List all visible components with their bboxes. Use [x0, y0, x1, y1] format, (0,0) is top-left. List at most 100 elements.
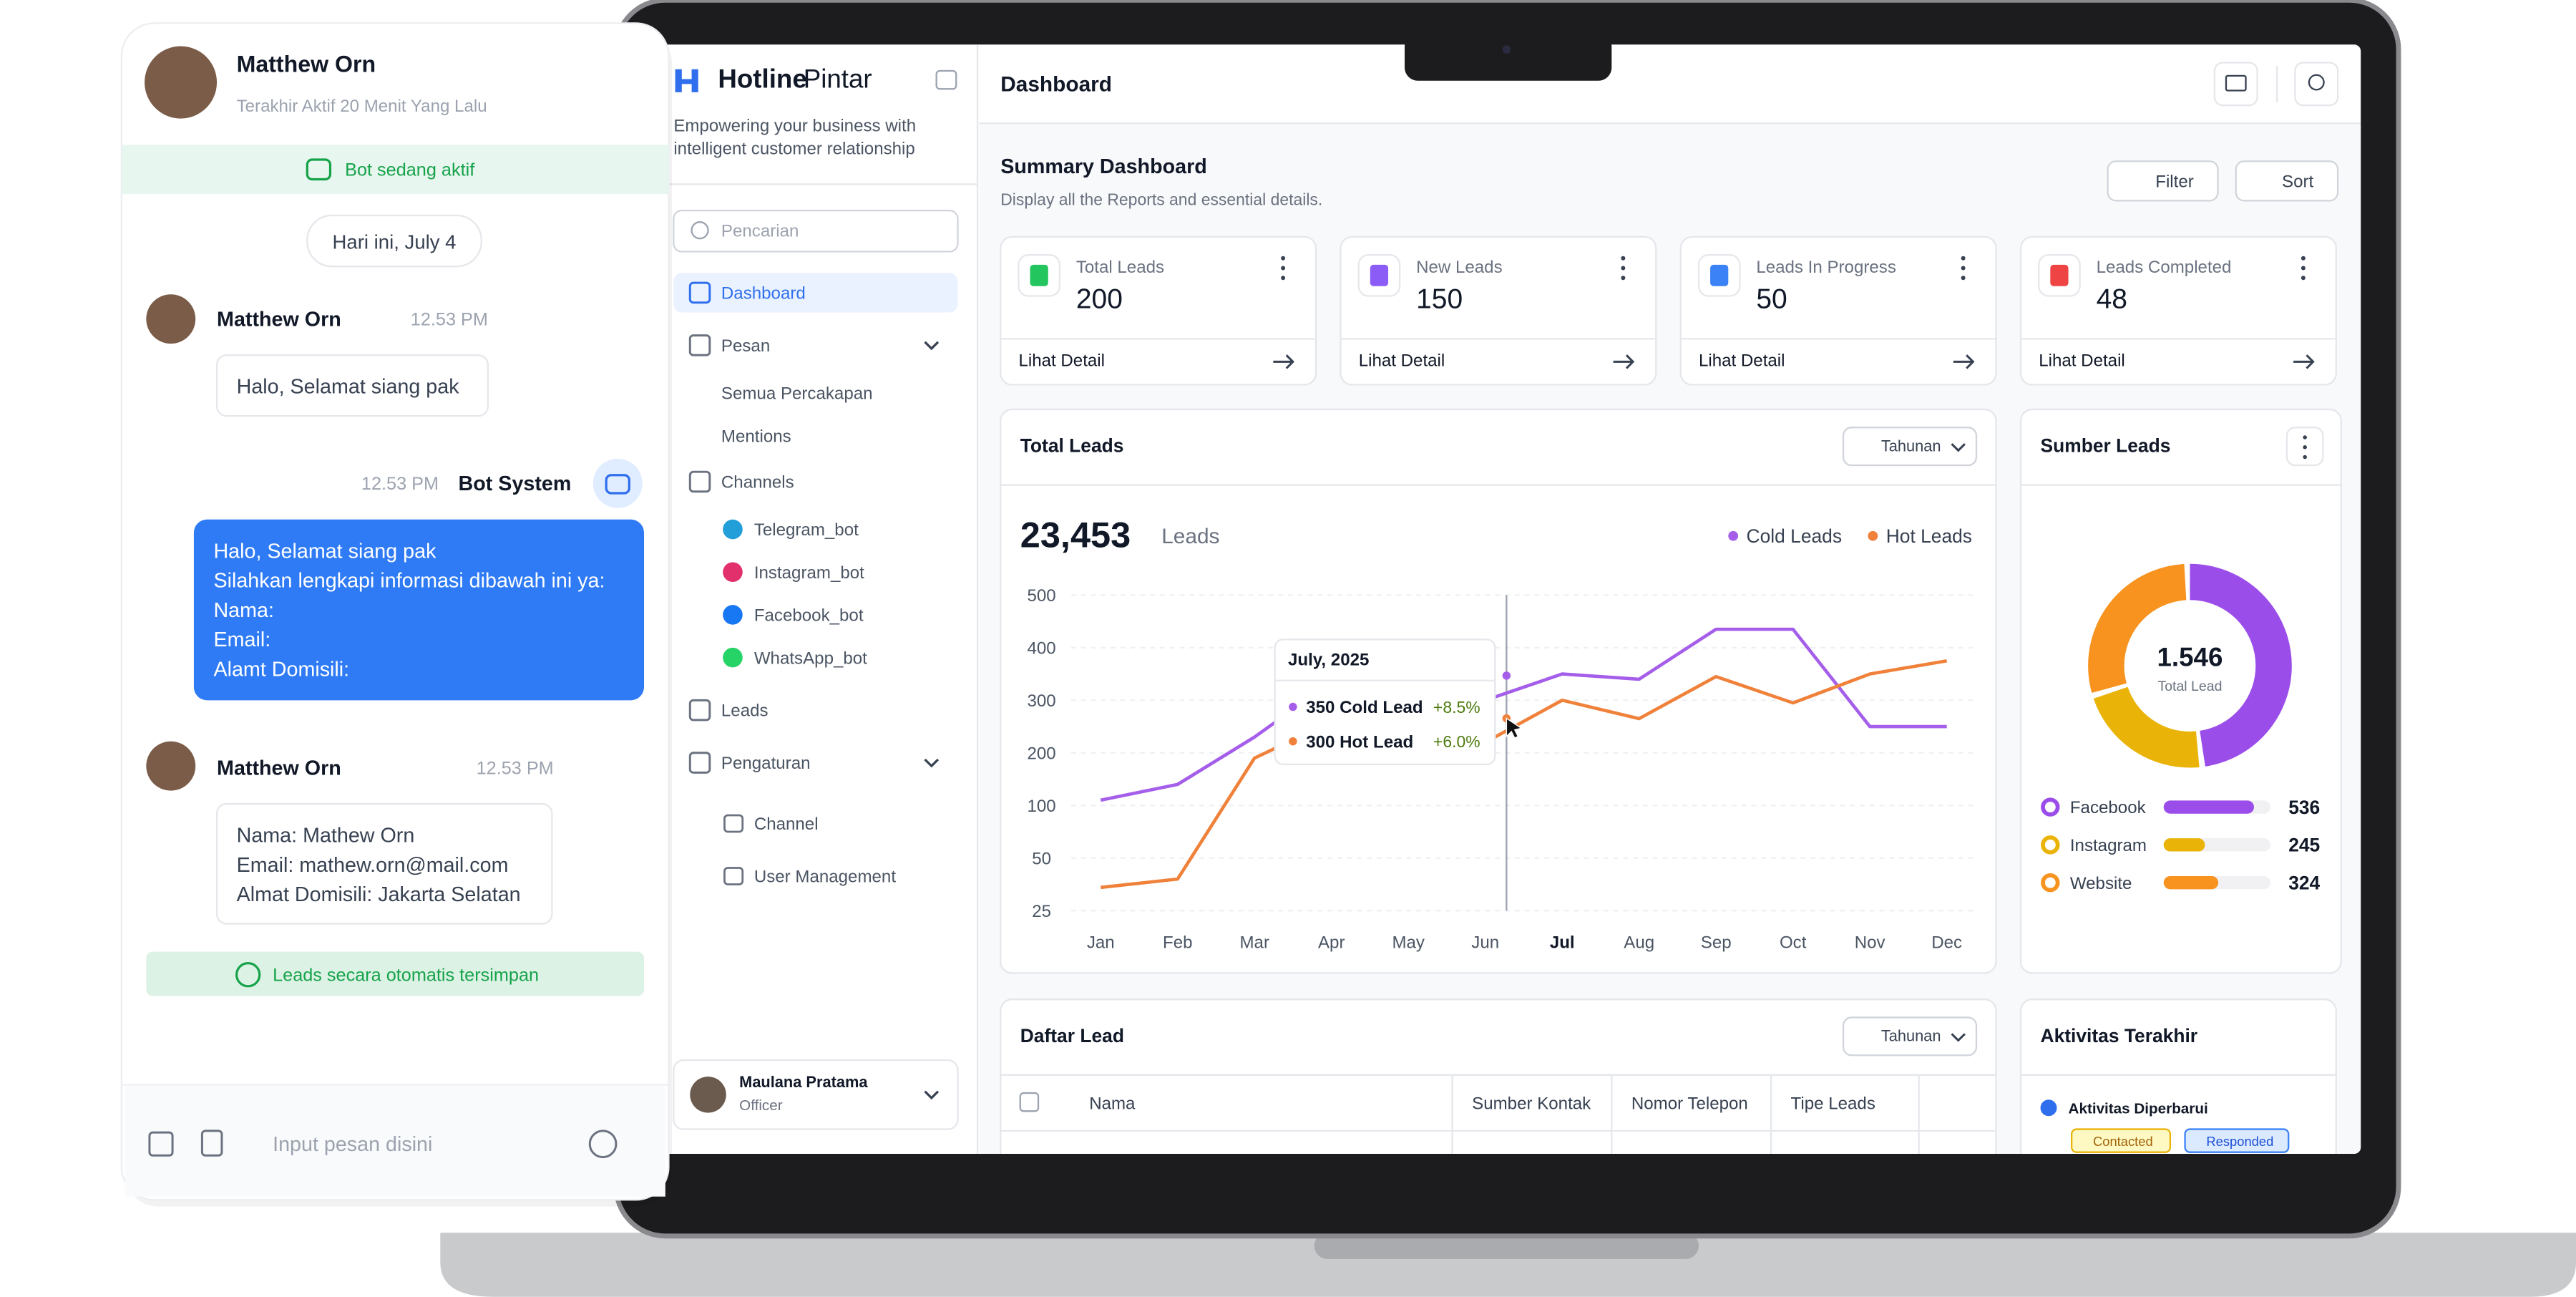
- kebab-dot: [1281, 256, 1286, 261]
- stat-icon: [1030, 264, 1048, 286]
- lead-list-card: [1000, 999, 1997, 1154]
- sort-button[interactable]: [2235, 160, 2339, 202]
- menu-item[interactable]: Channels: [721, 473, 794, 492]
- bot-avatar-icon: [605, 474, 630, 495]
- card-title: Aktivitas Terakhir: [2041, 1025, 2198, 1046]
- search-placeholder: Pencarian: [721, 221, 799, 241]
- source-name: Instagram: [2070, 836, 2147, 855]
- mail-icon: [2225, 74, 2247, 92]
- arrow-icon: [1613, 354, 1635, 369]
- sender-name: Bot System: [459, 472, 572, 495]
- stat-icon: [1710, 264, 1729, 286]
- emoji-button: [588, 1130, 618, 1159]
- stat-link[interactable]: Lihat Detail: [1359, 351, 1445, 371]
- activity-title: Aktivitas Diperbarui: [2069, 1100, 2208, 1117]
- check-icon: [235, 962, 261, 988]
- stat-link[interactable]: Lihat Detail: [1018, 351, 1105, 371]
- period-select[interactable]: [1842, 1016, 1978, 1056]
- activity-tag: [2184, 1128, 2290, 1153]
- menu-item[interactable]: Pengaturan: [721, 754, 811, 773]
- x-tick-label: Aug: [1624, 933, 1654, 952]
- hover-point: [1502, 671, 1511, 680]
- menu-item[interactable]: Dashboard: [721, 284, 806, 303]
- image-button[interactable]: [148, 1131, 174, 1157]
- source-value: 536: [2288, 797, 2320, 818]
- bubble: [215, 802, 553, 925]
- message-time: 12.53 PM: [411, 310, 488, 330]
- menu-icon: [688, 699, 711, 722]
- stat-label: Leads Completed: [2097, 258, 2232, 277]
- avatar: [146, 294, 196, 344]
- y-tick-label: 25: [1032, 902, 1051, 921]
- stat-icon: [2050, 264, 2069, 286]
- kebab-dot: [2301, 266, 2306, 271]
- menu-item[interactable]: Mentions: [721, 427, 791, 446]
- input-placeholder[interactable]: Input pesan disini: [273, 1133, 432, 1156]
- legend-ring: [2041, 797, 2060, 817]
- x-tick-label: Apr: [1318, 933, 1345, 952]
- x-tick-label: Feb: [1163, 933, 1193, 952]
- mail-button[interactable]: [2213, 62, 2258, 107]
- bubble: [215, 354, 489, 417]
- donut-total-label: Total Lead: [2157, 679, 2222, 694]
- tagline: intelligent customer relationship: [673, 140, 915, 159]
- tooltip-label: 300 Hot Lead: [1306, 732, 1413, 752]
- file-button[interactable]: [200, 1130, 223, 1157]
- menu-item[interactable]: Leads: [721, 701, 769, 721]
- kebab-dot: [2303, 435, 2307, 439]
- line-series: [1100, 627, 1947, 802]
- page-title: Dashboard: [1000, 73, 1112, 97]
- stat-label: Total Leads: [1076, 258, 1164, 277]
- card-title: Total Leads: [1020, 435, 1124, 457]
- kebab-dot: [1961, 256, 1966, 261]
- last-active: Terakhir Aktif 20 Menit Yang Lalu: [237, 97, 487, 116]
- x-tick-label: May: [1392, 933, 1425, 952]
- tooltip-swatch: [1289, 737, 1297, 746]
- stat-card: [1679, 235, 1997, 386]
- user-card[interactable]: [673, 1059, 959, 1130]
- message-time: 12.53 PM: [361, 474, 439, 494]
- y-tick-label: 500: [1028, 586, 1056, 606]
- user-name: Maulana Pratama: [739, 1073, 868, 1091]
- message-text: Nama: Mathew Orn: [237, 824, 415, 847]
- menu-item[interactable]: Facebook_bot: [754, 606, 864, 626]
- user-avatar: [690, 1077, 726, 1113]
- saved-notice: [146, 951, 644, 996]
- menu-item[interactable]: Semua Percakapan: [721, 384, 873, 404]
- bell-button[interactable]: [2294, 62, 2339, 107]
- menu-item[interactable]: Instagram_bot: [754, 563, 864, 583]
- message-text: Nama:: [213, 599, 274, 622]
- period-select[interactable]: [1842, 427, 1978, 467]
- filter-button[interactable]: [2107, 160, 2219, 202]
- tooltip-change: +6.0%: [1433, 732, 1480, 751]
- menu-item[interactable]: Channel: [754, 815, 819, 834]
- kebab-dot: [2301, 256, 2306, 261]
- brand-name: Hotline: [718, 64, 806, 93]
- column-header: Nama: [1089, 1094, 1136, 1113]
- tagline: Empowering your business with: [673, 116, 916, 135]
- x-tick-label: Jun: [1471, 933, 1499, 952]
- stat-value: 150: [1416, 284, 1463, 315]
- kebab-dot: [1961, 276, 1966, 281]
- chart-card: [1000, 408, 1997, 974]
- kebab-dot: [2303, 455, 2307, 460]
- menu-item[interactable]: Pesan: [721, 336, 770, 356]
- stat-link[interactable]: Lihat Detail: [1699, 351, 1785, 371]
- source-name: Website: [2070, 874, 2132, 893]
- tag-label: Responded: [2206, 1134, 2273, 1149]
- checkbox[interactable]: [1019, 1092, 1040, 1112]
- stat-value: 50: [1756, 284, 1787, 315]
- menu-icon: [688, 752, 711, 774]
- kebab-dot: [1621, 256, 1626, 261]
- menu-item[interactable]: User Management: [754, 868, 897, 887]
- date-chip: Hari ini, July 4: [333, 230, 457, 253]
- bot-status: Bot sedang aktif: [345, 160, 475, 180]
- menu-icon: [688, 470, 711, 493]
- search-box[interactable]: [673, 209, 959, 253]
- stat-link[interactable]: Lihat Detail: [2039, 351, 2125, 371]
- donut-segment: [2088, 563, 2292, 768]
- menu-icon: [723, 867, 744, 885]
- menu-item[interactable]: WhatsApp_bot: [754, 648, 867, 668]
- menu-item[interactable]: Telegram_bot: [754, 520, 859, 540]
